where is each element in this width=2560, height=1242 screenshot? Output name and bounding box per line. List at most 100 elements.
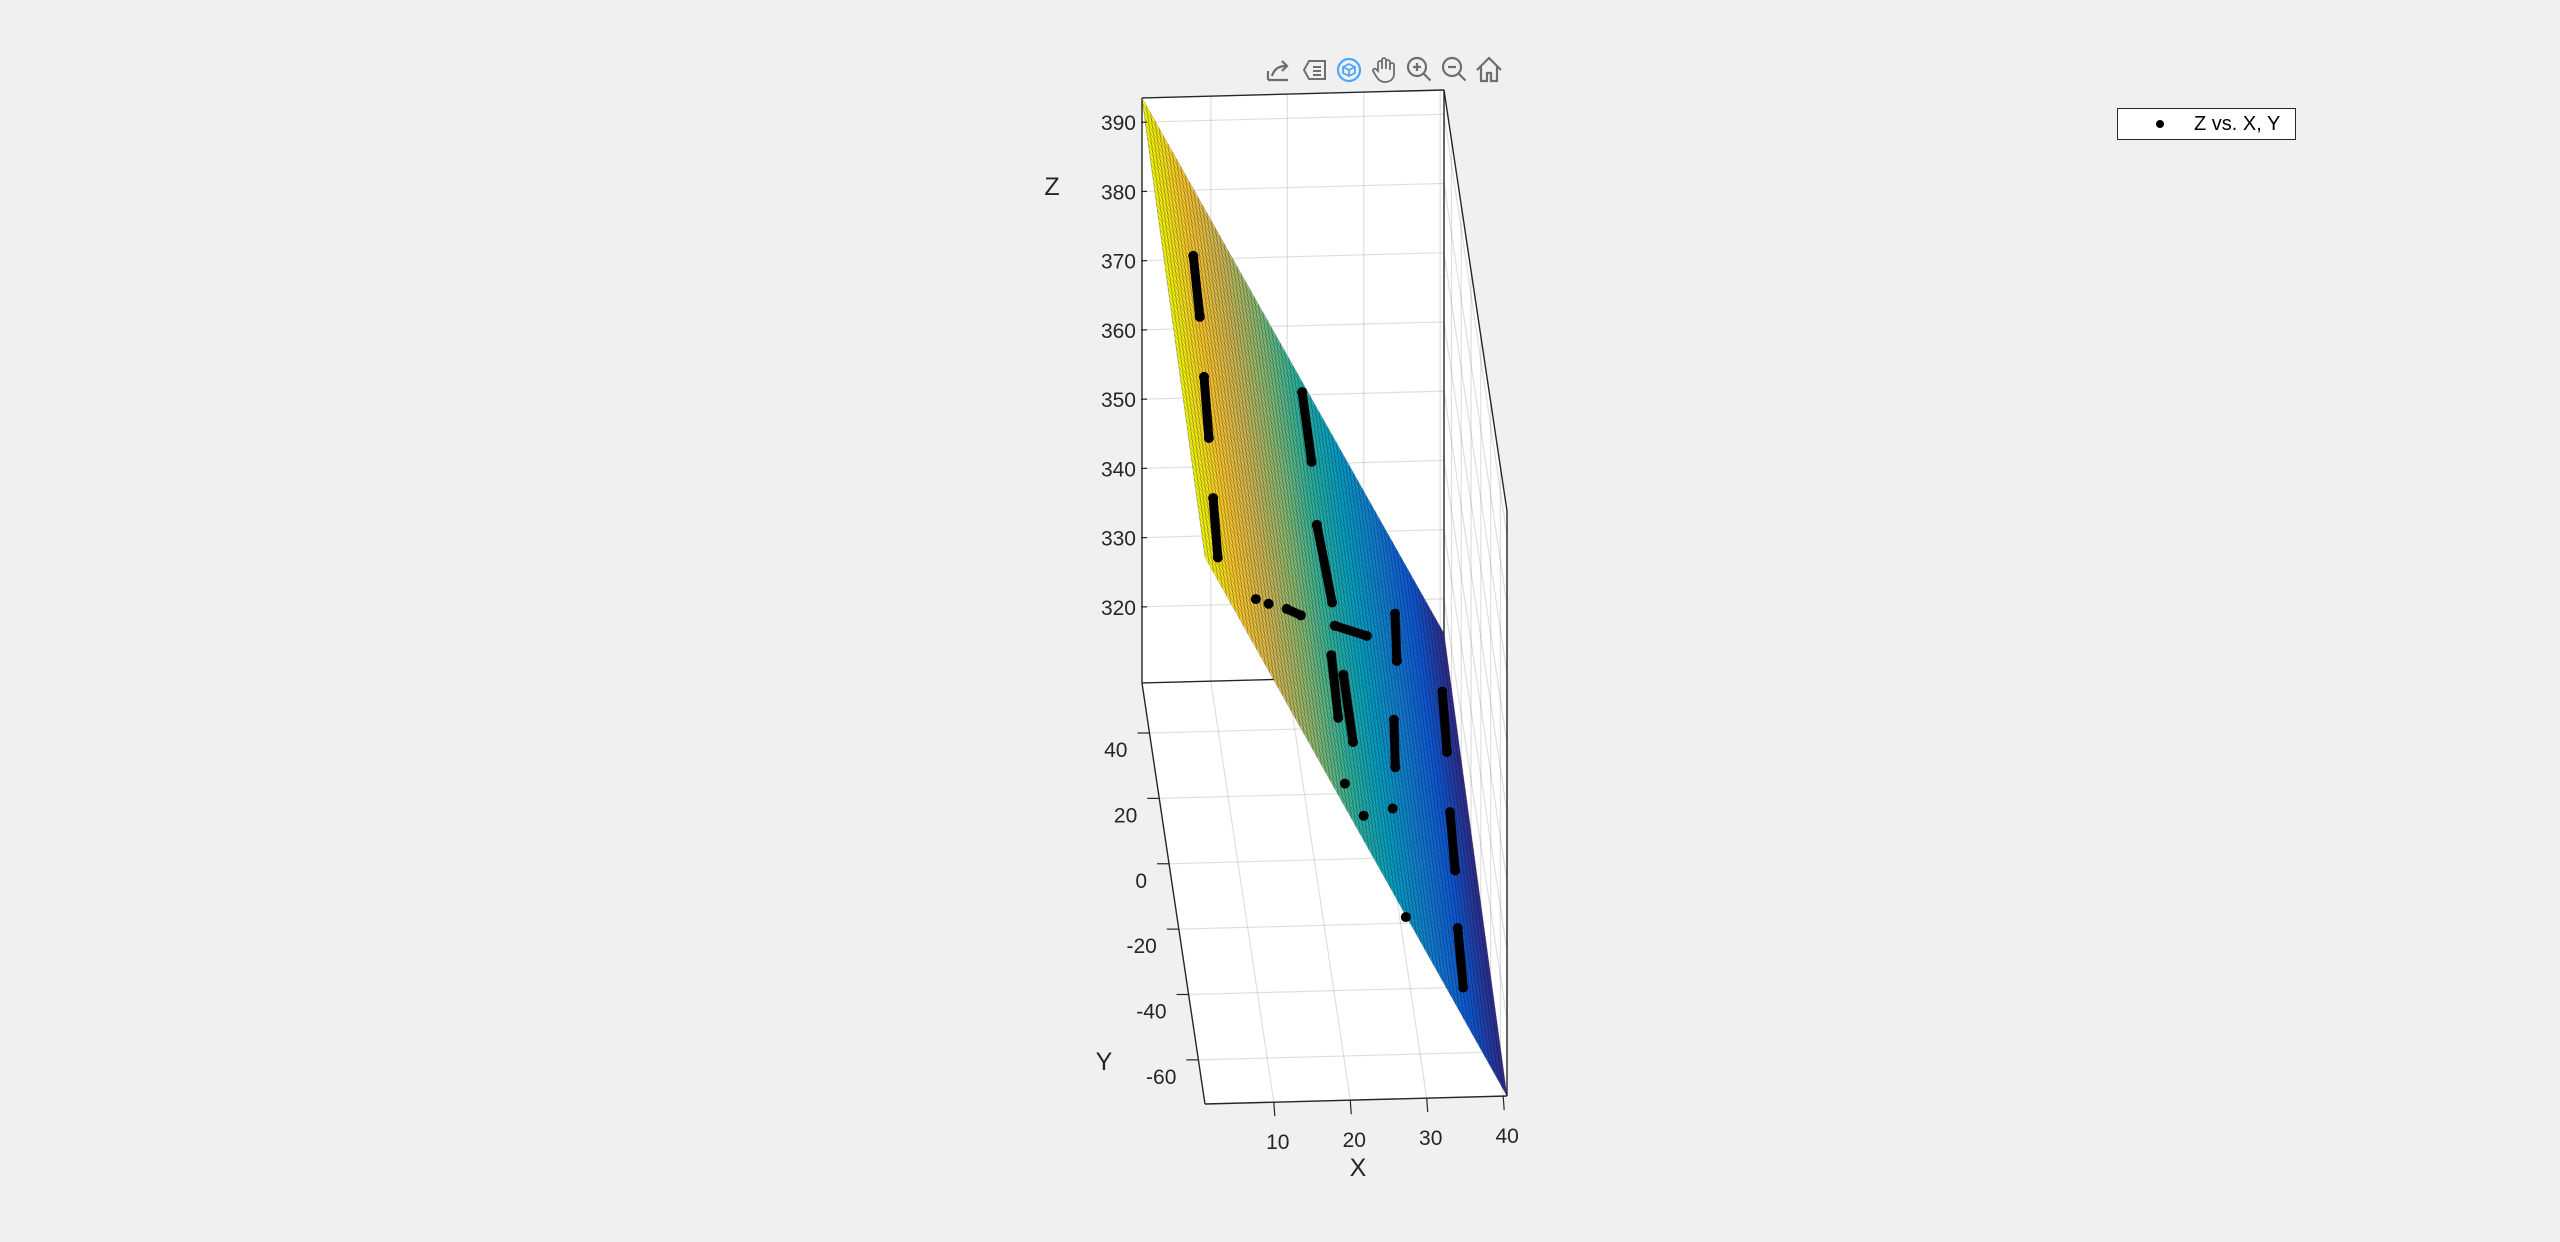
- rotate-3d-icon: [1336, 57, 1361, 83]
- surface-mesh-line: [1154, 120, 1219, 581]
- data-point-cluster: [1338, 669, 1359, 748]
- tick-labels: 320 330 340 350 360 370 380 390 -60 -40 -20 0 20 40 10…: [1101, 112, 1519, 1154]
- z-tick-label: 330: [1101, 528, 1136, 551]
- z-tick-label: 350: [1101, 389, 1136, 412]
- data-point-run: [1297, 387, 1317, 467]
- data-point-cluster: [1263, 598, 1274, 609]
- surface-mesh-line: [1199, 517, 1502, 1057]
- grid-line-z: [1443, 598, 1508, 1020]
- surface-mesh-line: [1443, 633, 1508, 1097]
- surface-mesh-line: [1196, 497, 1500, 1037]
- data-point: [1437, 686, 1448, 697]
- export-button[interactable]: [1262, 52, 1295, 86]
- x-tick-mark: [1502, 1096, 1505, 1111]
- pan-button[interactable]: [1367, 52, 1400, 86]
- y-tick-label: 40: [1104, 739, 1127, 762]
- surface-mesh-line: [1357, 480, 1422, 943]
- data-point: [1390, 608, 1401, 619]
- grid-line-z: [1443, 252, 1508, 674]
- surface-mesh-line: [1176, 353, 1480, 892]
- axis-box-edge: [1204, 1095, 1508, 1105]
- data-point: [1387, 803, 1398, 814]
- surface-mesh-line: [1172, 320, 1475, 859]
- z-tick-label: 380: [1101, 181, 1136, 204]
- surface-mesh-line: [1193, 189, 1258, 650]
- surface-mesh-line: [1236, 266, 1301, 727]
- surface-mesh-line: [1152, 176, 1456, 713]
- surface-mesh-line: [1340, 449, 1404, 912]
- y-axis-label: Y: [1096, 1048, 1113, 1076]
- surface-mesh-line: [1191, 458, 1494, 998]
- data-point: [1390, 762, 1401, 773]
- data-point-run: [1199, 372, 1214, 443]
- data-point: [1338, 669, 1349, 680]
- surface-mesh-line: [1400, 556, 1465, 1020]
- surface-mesh-line: [1253, 296, 1318, 758]
- surface-mesh-line: [1179, 373, 1483, 912]
- data-point: [1348, 737, 1359, 748]
- data-point: [1208, 493, 1219, 504]
- data-point-run: [1188, 251, 1205, 322]
- surface-mesh-line: [1160, 235, 1464, 773]
- zoom-out-button[interactable]: [1437, 52, 1470, 86]
- grid-line-z: [1443, 321, 1508, 744]
- surface-mesh-line: [1147, 143, 1451, 680]
- surface-mesh-line: [1202, 543, 1506, 1084]
- x-tick-mark: [1273, 1102, 1276, 1117]
- surface-mesh-line: [1383, 526, 1448, 989]
- surface-mesh-line: [1305, 388, 1370, 850]
- data-point-run: [1338, 670, 1358, 747]
- surface-mesh-line: [1156, 202, 1459, 740]
- restore-view-button[interactable]: [1472, 52, 1505, 86]
- surface-mesh-line: [1204, 556, 1508, 1097]
- data-point-cluster: [1188, 250, 1205, 322]
- legend[interactable]: Z vs. X, Y: [2117, 108, 2296, 140]
- surface-mesh-line: [1180, 166, 1245, 627]
- data-point: [1458, 982, 1469, 993]
- data-point: [1212, 552, 1223, 563]
- data-point-cluster: [1329, 620, 1372, 641]
- surface-mesh-line: [1249, 289, 1314, 750]
- export-icon: [1266, 60, 1289, 82]
- surface-mesh-line: [1145, 105, 1210, 565]
- data-point-cluster: [1388, 714, 1401, 773]
- surface-mesh-line: [1174, 333, 1477, 872]
- y-tick-label: -40: [1136, 1001, 1166, 1024]
- grid-line-z: [1443, 529, 1508, 951]
- surface-mesh-line: [1240, 273, 1305, 735]
- surface-mesh-line: [1150, 163, 1454, 700]
- surface-mesh-line: [1161, 242, 1465, 780]
- data-point-cluster: [1400, 912, 1411, 923]
- x-axis-label: X: [1350, 1154, 1367, 1182]
- data-point: [1441, 746, 1452, 757]
- surface-mesh-line: [1173, 327, 1476, 865]
- grid-line-x: [1210, 681, 1275, 1103]
- data-point-run: [1445, 807, 1460, 875]
- surface-mesh-line: [1150, 113, 1215, 573]
- zoom-in-button[interactable]: [1402, 52, 1435, 86]
- surface-mesh-line: [1194, 484, 1498, 1024]
- data-point: [1388, 714, 1399, 725]
- surface-mesh-line: [1227, 250, 1292, 712]
- data-point: [1361, 630, 1372, 641]
- z-tick-label: 340: [1101, 458, 1136, 481]
- surface-mesh-line: [1223, 243, 1288, 704]
- y-tick-label: 0: [1135, 870, 1147, 893]
- x-tick-label: 10: [1266, 1131, 1289, 1154]
- surface-mesh-line: [1374, 511, 1439, 973]
- side-wall: [1444, 90, 1507, 1096]
- surface-mesh-line: [1143, 110, 1447, 647]
- surface-mesh-line: [1331, 434, 1396, 896]
- grid-line-y: [1188, 985, 1491, 996]
- data-point: [1306, 456, 1317, 467]
- data-point: [1329, 620, 1340, 631]
- surface-mesh-line: [1335, 442, 1400, 904]
- data-point-cluster: [1199, 371, 1214, 444]
- rotate-button[interactable]: [1332, 52, 1365, 86]
- surface-mesh-line: [1203, 550, 1507, 1090]
- surface-mesh-line: [1156, 209, 1460, 747]
- datatip-button[interactable]: [1297, 52, 1330, 86]
- data-point: [1358, 810, 1369, 821]
- surface-mesh-line: [1195, 491, 1499, 1031]
